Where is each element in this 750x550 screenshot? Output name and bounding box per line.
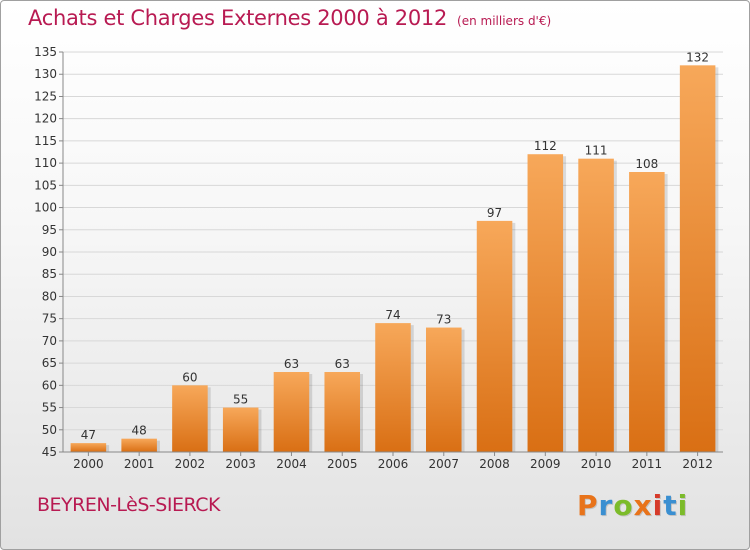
y-tick-label: 110	[34, 156, 57, 170]
bar-2003	[222, 407, 259, 452]
data-label-2005: 63	[335, 357, 350, 371]
y-tick-label: 105	[34, 178, 57, 192]
y-tick-label: 85	[42, 267, 57, 281]
bar-2007	[426, 327, 462, 452]
bars: 47 48 60 55 63 63 74 73 97 112 111 108 132	[70, 50, 719, 452]
y-tick-label: 75	[42, 312, 57, 326]
bar-2008	[476, 220, 513, 452]
y-tick-label: 65	[42, 356, 57, 370]
commune-name: BEYREN-LèS-SIERCK	[37, 494, 220, 516]
data-label-2004: 63	[284, 357, 299, 371]
chart-unit: (en milliers d'€)	[457, 14, 552, 28]
bar-2004	[273, 372, 310, 452]
data-label-2011: 108	[635, 157, 658, 171]
x-tick-label-2010: 2010	[581, 457, 612, 471]
x-tick-label-2011: 2011	[632, 457, 663, 471]
y-tick-label: 90	[42, 245, 57, 259]
x-tick-label-2012: 2012	[682, 457, 713, 471]
x-tick-label-2009: 2009	[530, 457, 561, 471]
y-tick-label: 115	[34, 134, 57, 148]
bar-2010	[578, 158, 614, 452]
data-label-2001: 48	[132, 424, 147, 438]
y-tick-label: 50	[42, 423, 57, 437]
proxiti-logo: Proxiti	[577, 489, 689, 522]
data-label-2006: 74	[385, 308, 400, 322]
data-label-2000: 47	[81, 428, 96, 442]
y-tick-label: 80	[42, 289, 57, 303]
bar-2012	[679, 65, 716, 452]
y-tick-label: 60	[42, 378, 57, 392]
bar-2002	[172, 385, 208, 452]
x-tick-label-2000: 2000	[73, 457, 104, 471]
data-label-2003: 55	[233, 393, 248, 407]
data-label-2012: 132	[686, 50, 709, 64]
data-label-2002: 60	[182, 370, 197, 384]
y-tick-label: 100	[34, 201, 57, 215]
y-tick-label: 130	[34, 67, 57, 81]
x-tick-label-2002: 2002	[175, 457, 206, 471]
bar-2006	[375, 323, 411, 452]
data-label-2007: 73	[436, 313, 451, 327]
y-tick-label: 125	[34, 89, 57, 103]
y-tick-label: 45	[42, 445, 57, 459]
bar-2011	[629, 172, 665, 452]
data-label-2009: 112	[534, 139, 557, 153]
x-tick-label-2006: 2006	[378, 457, 409, 471]
x-tick-label-2003: 2003	[225, 457, 256, 471]
title-row: Achats et Charges Externes 2000 à 2012 (e…	[28, 6, 551, 30]
bar-2000	[70, 443, 107, 452]
x-tick-label-2007: 2007	[428, 457, 459, 471]
x-tick-label-2005: 2005	[327, 457, 358, 471]
y-tick-label: 70	[42, 334, 57, 348]
y-tick-label: 120	[34, 112, 57, 126]
x-tick-label-2004: 2004	[276, 457, 307, 471]
x-axis: 2000 2001 2002 2003 2004 2005 2006 2007 2008 2009…	[63, 451, 723, 471]
data-label-2010: 111	[585, 144, 608, 158]
y-tick-label: 95	[42, 223, 57, 237]
y-axis: 45 50 55 60 65 70 75 80 85 90 95 100 105 110 115 120 125…	[34, 45, 64, 459]
x-tick-label-2008: 2008	[479, 457, 510, 471]
y-tick-label: 55	[42, 401, 57, 415]
bar-2001	[121, 438, 157, 452]
bar-2009	[527, 154, 564, 452]
bar-2005	[324, 372, 360, 452]
y-tick-label: 135	[34, 45, 57, 59]
x-tick-label-2001: 2001	[124, 457, 155, 471]
data-label-2008: 97	[487, 206, 502, 220]
chart-title: Achats et Charges Externes 2000 à 2012	[28, 6, 448, 30]
